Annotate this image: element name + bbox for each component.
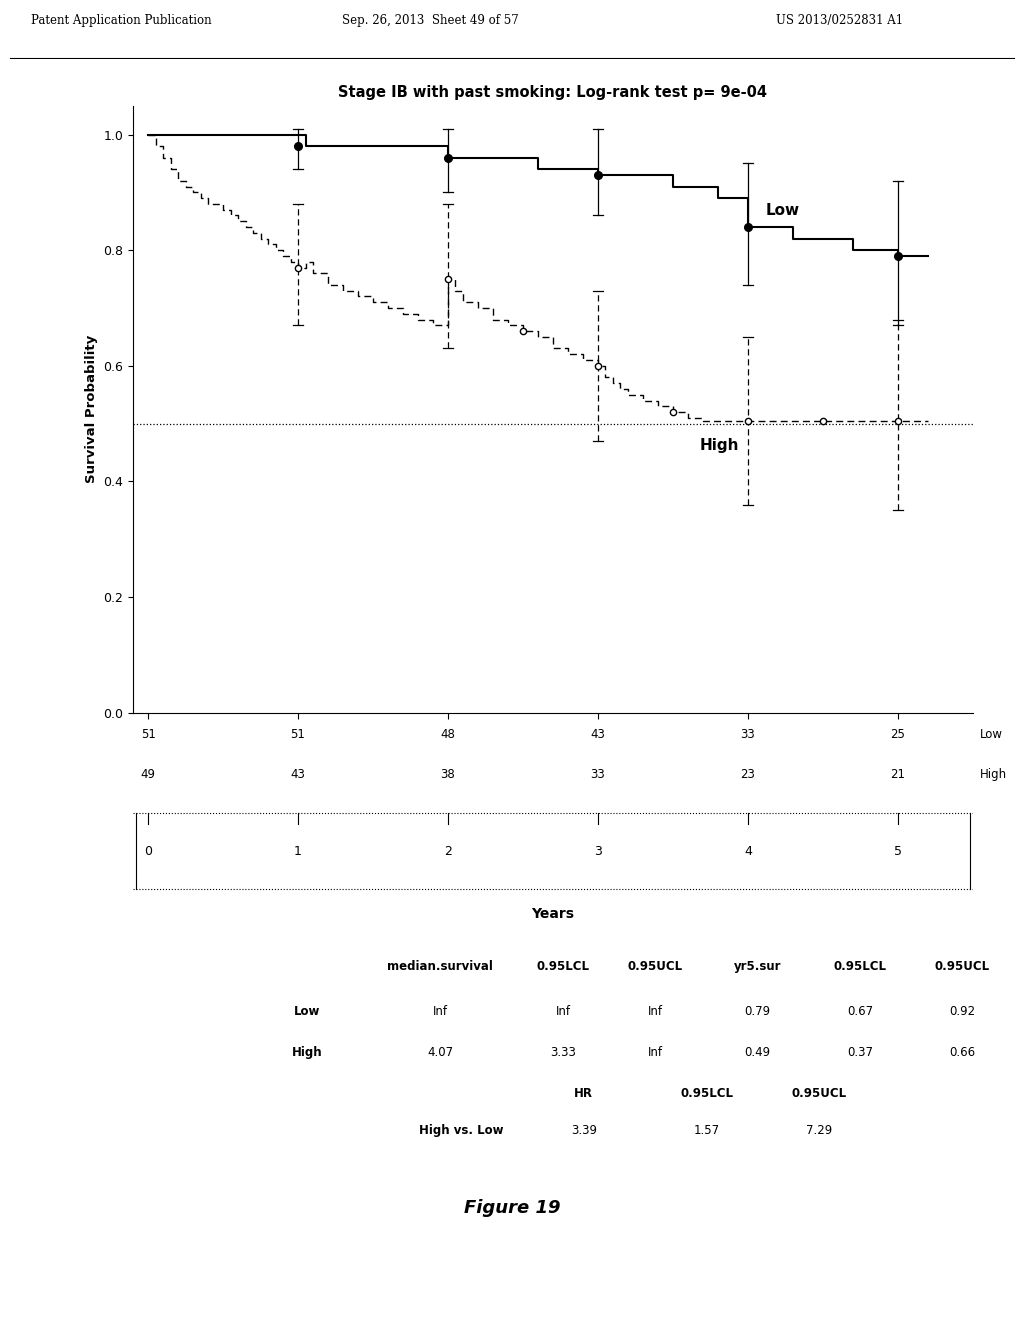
Y-axis label: Survival Probability: Survival Probability [85, 335, 98, 483]
Text: Patent Application Publication: Patent Application Publication [31, 15, 211, 28]
Text: 48: 48 [440, 729, 456, 741]
Text: 25: 25 [891, 729, 905, 741]
Text: High: High [292, 1045, 323, 1059]
Text: US 2013/0252831 A1: US 2013/0252831 A1 [776, 15, 903, 28]
Text: High: High [700, 438, 739, 453]
Text: Inf: Inf [648, 1006, 663, 1018]
Text: Years: Years [531, 907, 574, 921]
Text: 0: 0 [144, 845, 153, 858]
Text: High: High [980, 768, 1008, 780]
Text: Low: Low [980, 729, 1004, 741]
Text: 2: 2 [444, 845, 452, 858]
Text: 4: 4 [744, 845, 752, 858]
Text: Low: Low [766, 203, 800, 218]
Text: 0.95UCL: 0.95UCL [628, 960, 683, 973]
Text: yr5.sur: yr5.sur [734, 960, 781, 973]
Text: 51: 51 [291, 729, 305, 741]
Text: Inf: Inf [648, 1045, 663, 1059]
Text: 51: 51 [140, 729, 156, 741]
Text: Figure 19: Figure 19 [464, 1199, 560, 1217]
Text: Sep. 26, 2013  Sheet 49 of 57: Sep. 26, 2013 Sheet 49 of 57 [342, 15, 518, 28]
Text: HR: HR [574, 1088, 593, 1100]
Text: 3: 3 [594, 845, 602, 858]
Text: 33: 33 [591, 768, 605, 780]
Text: 43: 43 [291, 768, 305, 780]
Text: 0.49: 0.49 [744, 1045, 771, 1059]
Text: 0.95UCL: 0.95UCL [792, 1088, 847, 1100]
Text: Inf: Inf [556, 1006, 570, 1018]
Text: 5: 5 [894, 845, 902, 858]
Text: 0.95UCL: 0.95UCL [935, 960, 990, 973]
Text: 3.33: 3.33 [550, 1045, 577, 1059]
Text: 49: 49 [140, 768, 156, 780]
Text: 0.66: 0.66 [949, 1045, 976, 1059]
Text: 23: 23 [740, 768, 756, 780]
Text: 1: 1 [294, 845, 302, 858]
Text: 0.92: 0.92 [949, 1006, 976, 1018]
Text: 0.95LCL: 0.95LCL [537, 960, 590, 973]
Text: 0.37: 0.37 [847, 1045, 873, 1059]
Text: 43: 43 [591, 729, 605, 741]
Text: High vs. Low: High vs. Low [419, 1123, 503, 1137]
Text: 0.67: 0.67 [847, 1006, 873, 1018]
Text: 0.95LCL: 0.95LCL [680, 1088, 733, 1100]
Text: 1.57: 1.57 [693, 1123, 720, 1137]
Text: median.survival: median.survival [387, 960, 494, 973]
Text: 4.07: 4.07 [427, 1045, 454, 1059]
Text: 7.29: 7.29 [806, 1123, 833, 1137]
Text: 33: 33 [740, 729, 756, 741]
Text: Low: Low [294, 1006, 321, 1018]
Text: 0.95LCL: 0.95LCL [834, 960, 887, 973]
Text: 21: 21 [890, 768, 905, 780]
Text: 0.79: 0.79 [744, 1006, 771, 1018]
Title: Stage IB with past smoking: Log-rank test p= 9e-04: Stage IB with past smoking: Log-rank tes… [339, 86, 767, 100]
Text: Inf: Inf [433, 1006, 447, 1018]
Text: 38: 38 [440, 768, 456, 780]
Text: 3.39: 3.39 [570, 1123, 597, 1137]
